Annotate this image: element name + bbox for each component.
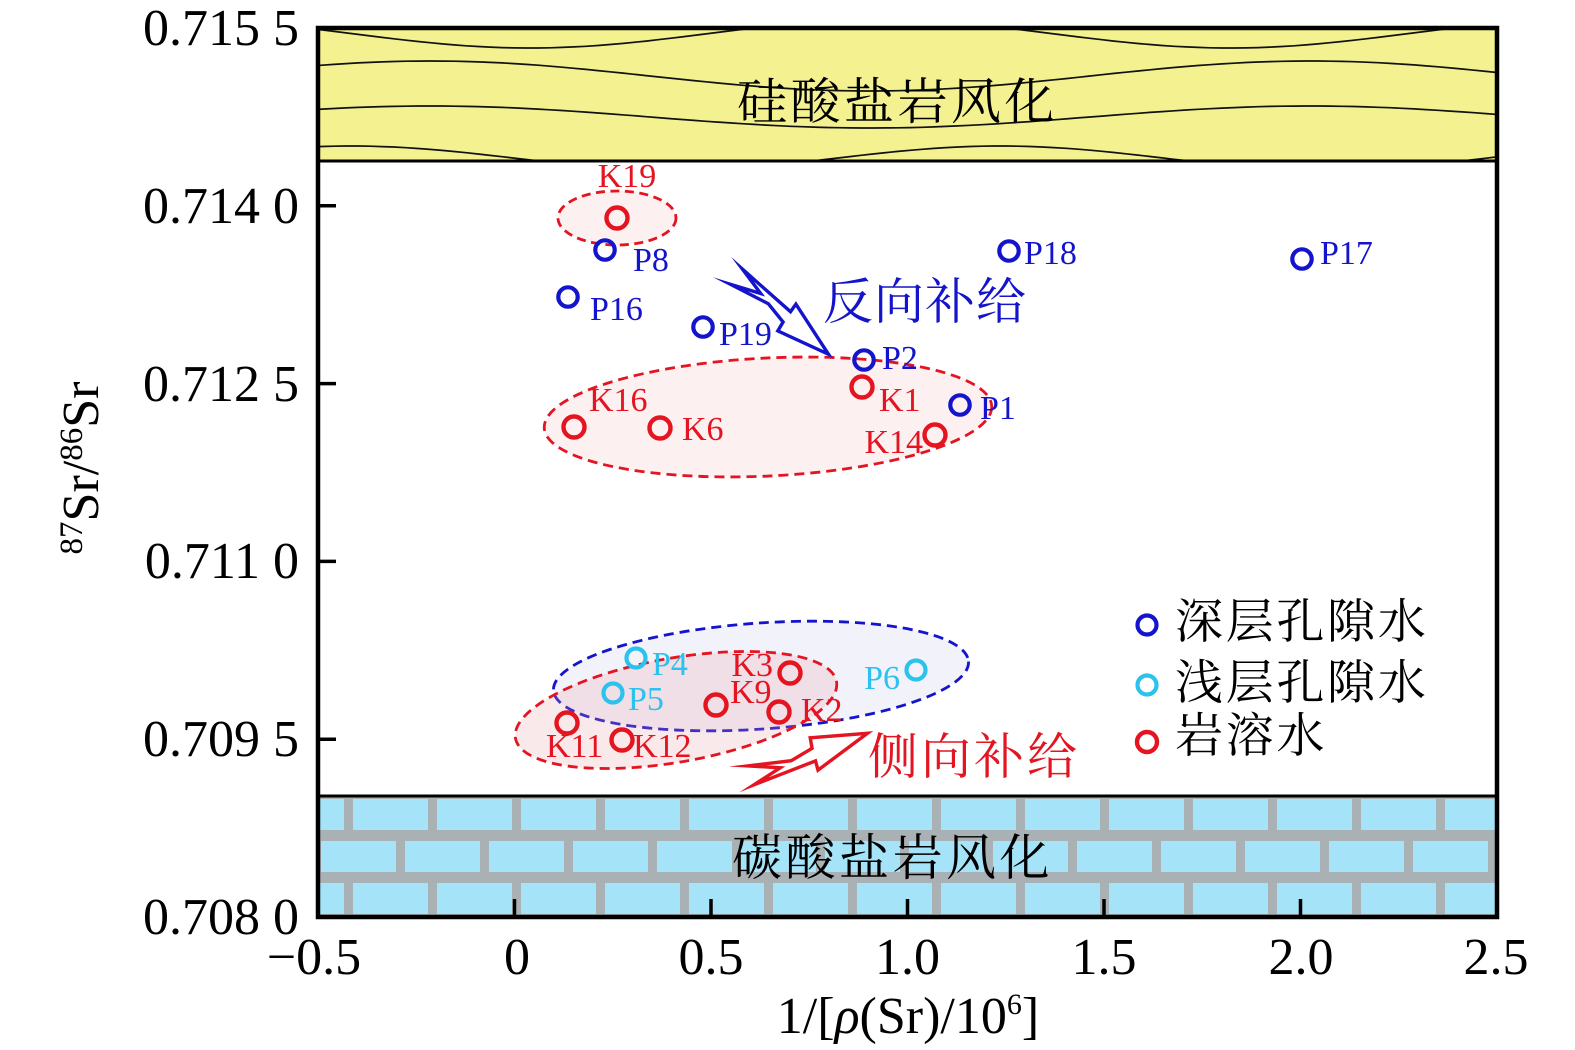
svg-text:P4: P4 <box>652 646 688 683</box>
svg-text:0.715 5: 0.715 5 <box>143 0 299 57</box>
svg-text:K19: K19 <box>598 158 657 195</box>
svg-text:0: 0 <box>504 929 530 986</box>
svg-text:K9: K9 <box>730 674 772 711</box>
svg-text:P17: P17 <box>1320 235 1373 272</box>
svg-text:P5: P5 <box>628 681 664 718</box>
svg-text:−0.5: −0.5 <box>267 929 361 986</box>
svg-text:0.711 0: 0.711 0 <box>145 533 299 590</box>
svg-text:K2: K2 <box>801 692 843 729</box>
svg-text:0.712 5: 0.712 5 <box>143 356 299 413</box>
svg-text:P2: P2 <box>882 340 918 377</box>
svg-text:P16: P16 <box>590 291 643 328</box>
svg-text:0.714 0: 0.714 0 <box>143 178 299 235</box>
svg-text:0.709 5: 0.709 5 <box>143 711 299 768</box>
svg-text:P19: P19 <box>719 316 772 353</box>
svg-text:K12: K12 <box>633 728 692 765</box>
svg-text:0.5: 0.5 <box>679 929 744 986</box>
svg-text:K11: K11 <box>546 728 603 765</box>
svg-text:P6: P6 <box>864 660 900 697</box>
svg-text:0.708 0: 0.708 0 <box>143 889 299 946</box>
svg-text:1.0: 1.0 <box>875 929 940 986</box>
svg-text:2.0: 2.0 <box>1269 929 1334 986</box>
svg-text:K6: K6 <box>682 411 724 448</box>
svg-text:P8: P8 <box>633 242 669 279</box>
svg-text:1/[ρ(Sr)/106]: 1/[ρ(Sr)/106] <box>777 988 1039 1045</box>
svg-text:1.5: 1.5 <box>1072 929 1137 986</box>
svg-text:K3: K3 <box>731 647 773 684</box>
svg-text:87Sr/86Sr: 87Sr/86Sr <box>53 382 110 555</box>
svg-text:P18: P18 <box>1024 235 1077 272</box>
svg-text:K16: K16 <box>589 382 648 419</box>
svg-text:2.5: 2.5 <box>1464 929 1529 986</box>
svg-text:P1: P1 <box>980 390 1016 427</box>
svg-text:K1: K1 <box>879 382 921 419</box>
svg-text:K14: K14 <box>864 424 923 461</box>
